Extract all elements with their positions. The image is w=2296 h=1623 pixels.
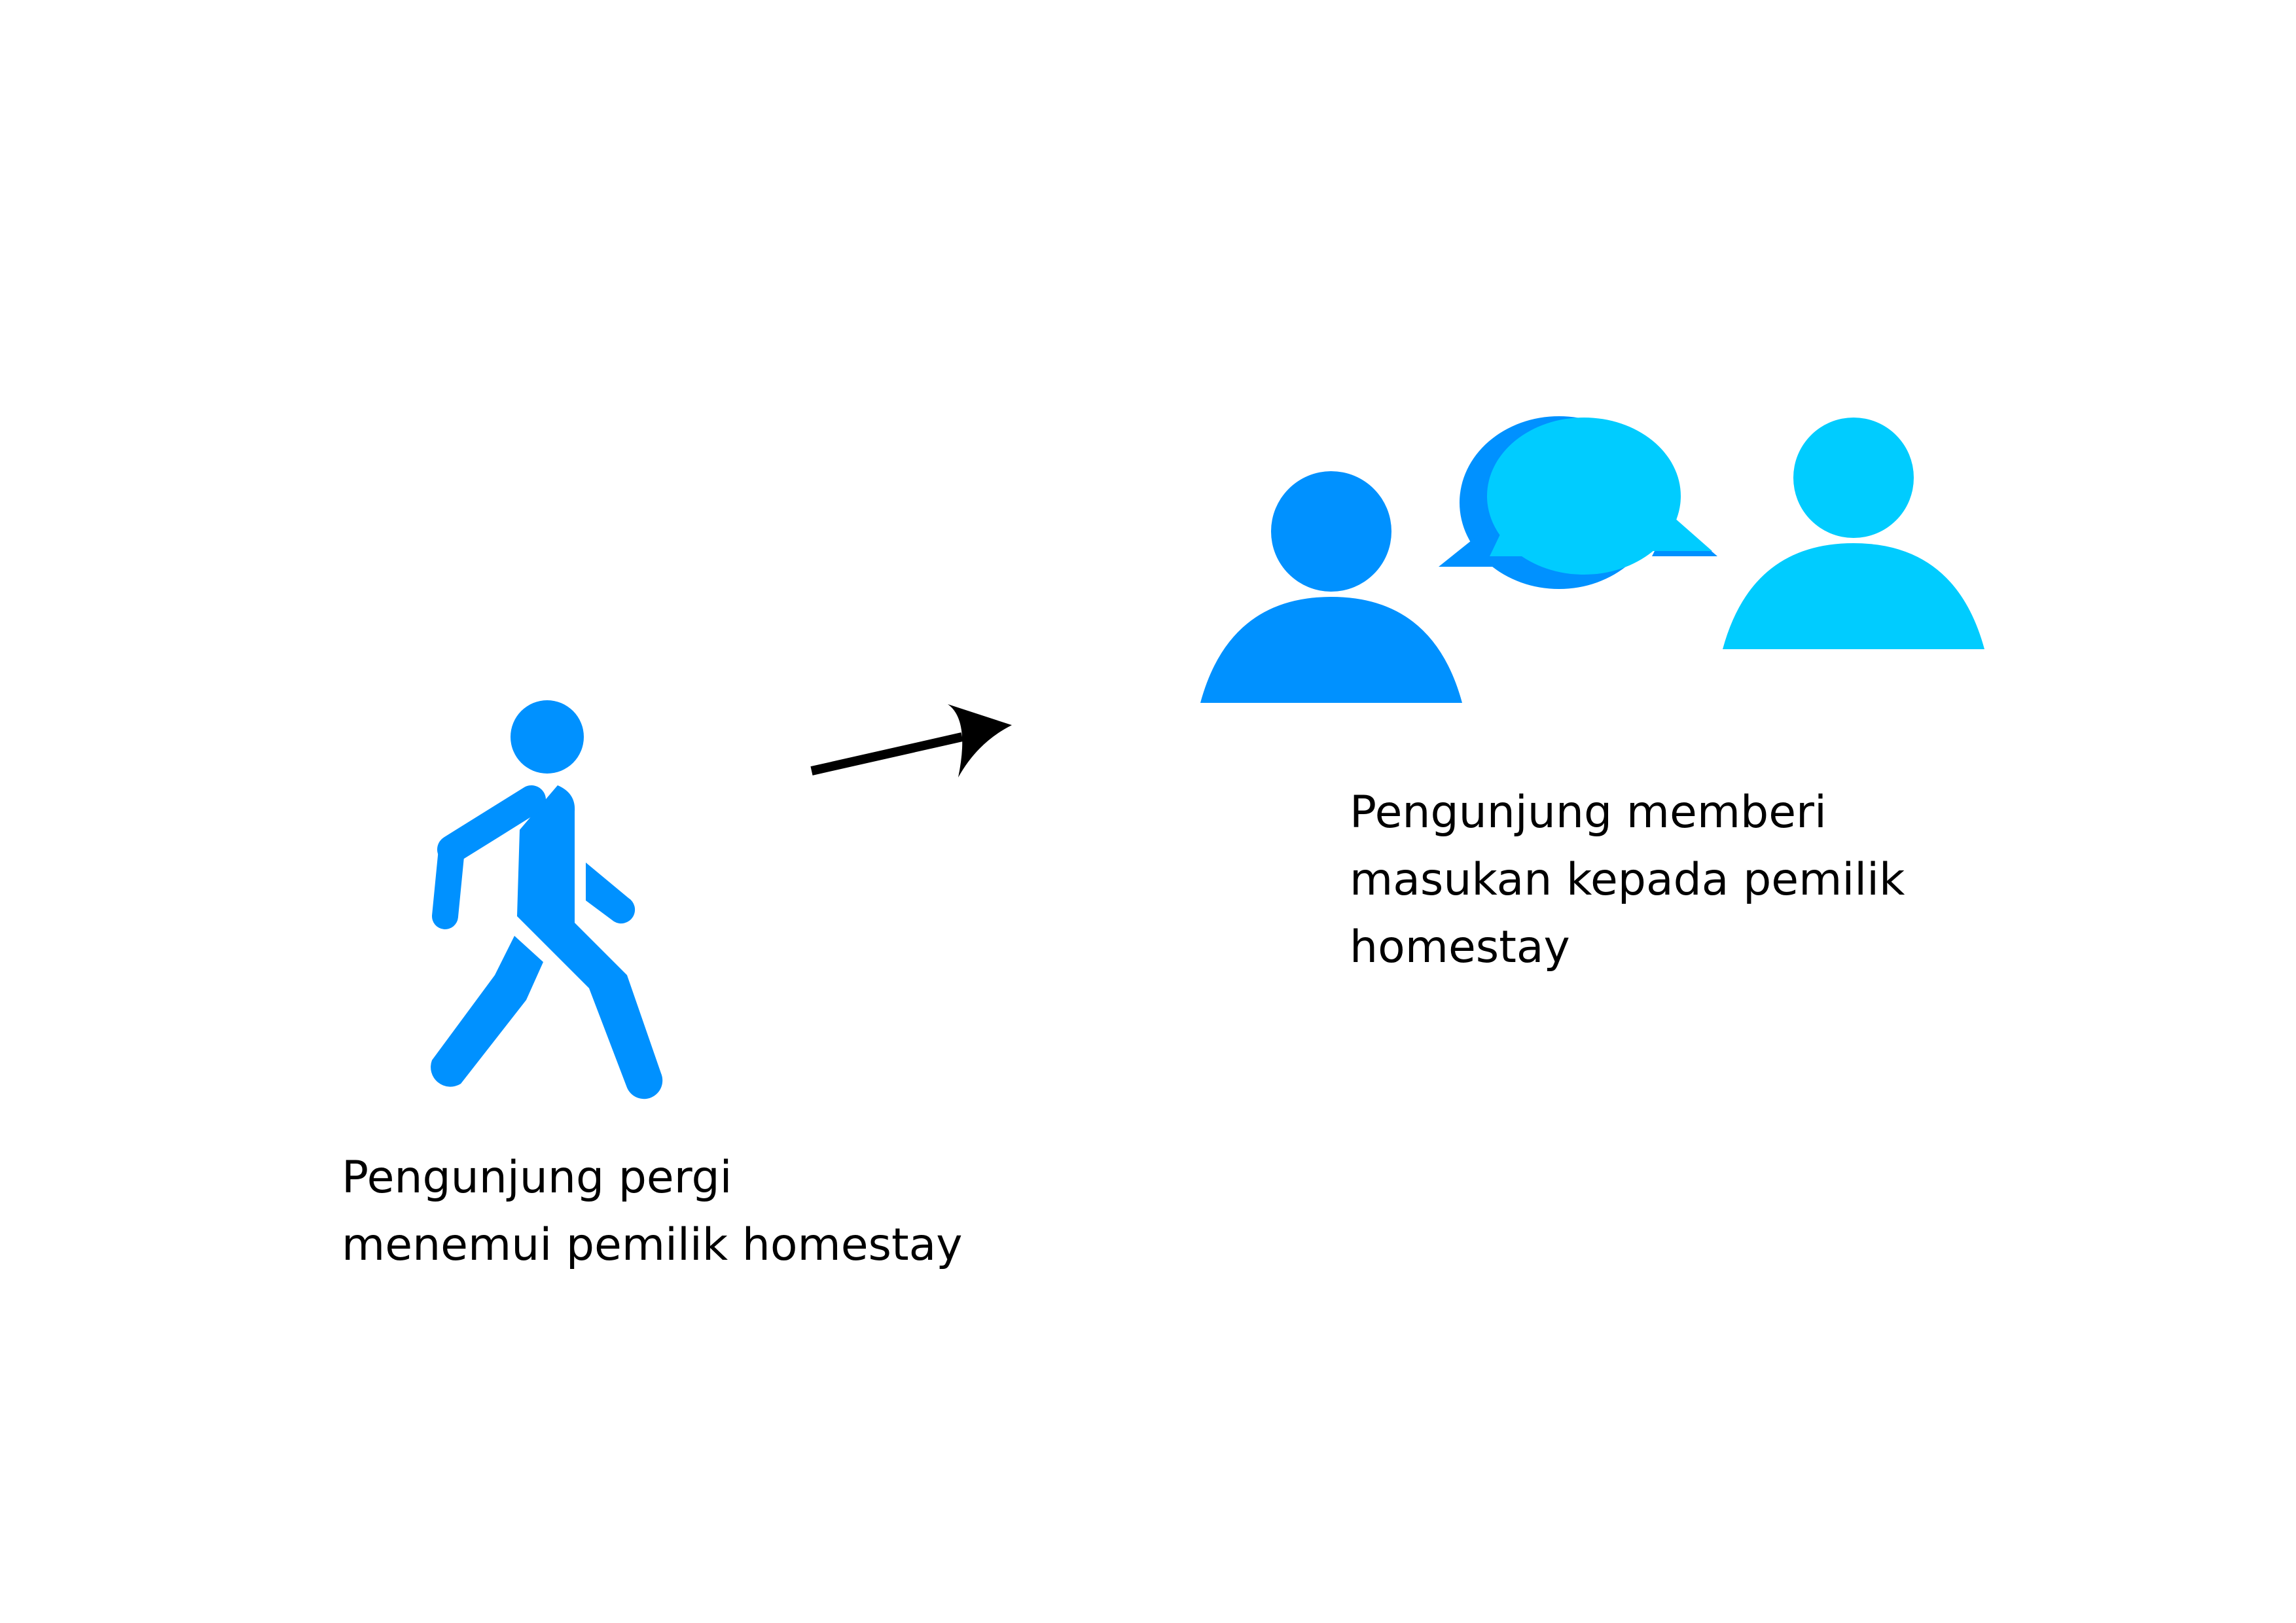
caption-line: Pengunjung pergi [342, 1152, 732, 1204]
walking-person-icon [431, 700, 663, 1099]
speech-bubbles-icon [1439, 416, 1717, 589]
conversation-icon [1200, 416, 1984, 703]
owner-head [1793, 418, 1914, 538]
arrow-right-icon [810, 704, 1012, 777]
visitor-head [1271, 471, 1391, 592]
walker-back-arm [437, 785, 546, 864]
caption-line: masukan kepada pemilik [1350, 854, 1905, 906]
caption-line: homestay [1350, 921, 1570, 973]
caption-line: Pengunjung memberi [1350, 787, 1827, 838]
caption-visitor-goes: Pengunjung pergi menemui pemilik homesta… [342, 1144, 963, 1279]
owner-torso [1723, 543, 1984, 649]
caption-line: menemui pemilik homestay [342, 1219, 963, 1271]
walker-back-forearm [432, 836, 465, 929]
walker-back-leg [431, 936, 543, 1087]
walker-body [517, 785, 663, 1099]
visitor-person-icon [1200, 471, 1462, 703]
owner-person-icon [1723, 418, 1984, 649]
walker-front-arm [586, 863, 636, 924]
arrow-head [948, 704, 1012, 777]
caption-visitor-gives-feedback: Pengunjung memberi masukan kepada pemili… [1350, 779, 1905, 981]
speech-bubble-front [1487, 418, 1717, 575]
arrow-shaft [810, 732, 963, 776]
walker-head [511, 700, 584, 774]
visitor-torso [1200, 597, 1462, 703]
